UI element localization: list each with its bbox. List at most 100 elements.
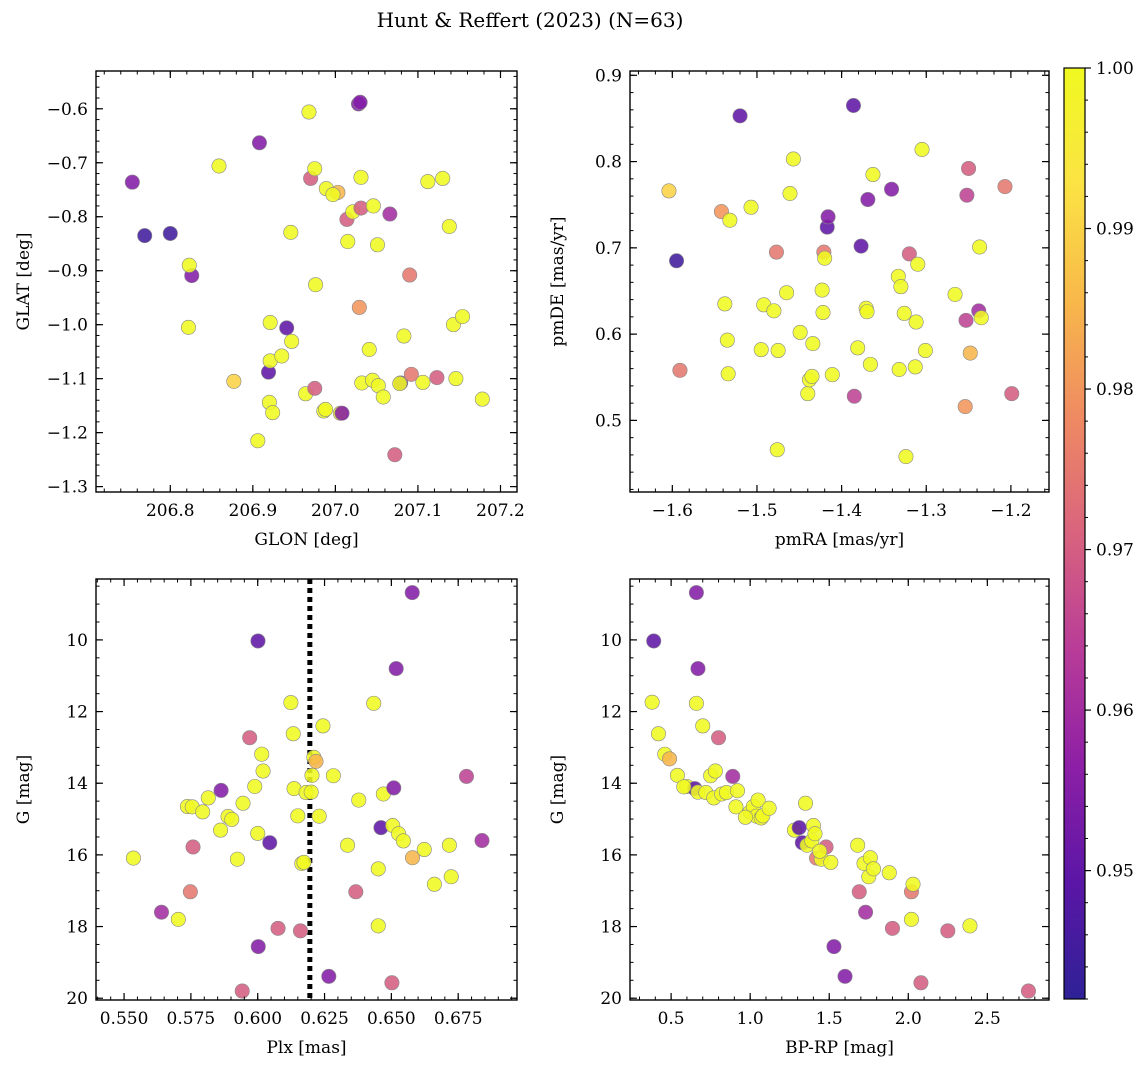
scatter-point — [1004, 386, 1020, 402]
scatter-point — [717, 296, 733, 312]
scatter-point — [891, 361, 907, 377]
scatter-point — [351, 792, 367, 808]
y-tick-label: −0.6 — [47, 100, 88, 120]
scatter-point — [798, 795, 814, 811]
x-axis-label: GLON [deg] — [254, 530, 358, 550]
scatter-point — [711, 730, 727, 746]
colorbar: 0.95 0.96 0.97 0.98 0.99 1.00 — [1063, 59, 1134, 1000]
scatter-point — [321, 968, 337, 984]
scatter-point — [851, 884, 867, 900]
scatter-point — [850, 837, 866, 853]
scatter-point — [448, 371, 464, 387]
scatter-point — [250, 825, 266, 841]
scatter-point — [719, 332, 735, 348]
y-tick-label: −1.2 — [47, 424, 88, 444]
scatter-point — [348, 884, 364, 900]
scatter-point — [388, 661, 404, 677]
scatter-point — [898, 449, 914, 465]
y-tick-label: 14 — [600, 774, 622, 794]
scatter-point — [234, 983, 250, 999]
scatter-point — [402, 267, 418, 283]
scatter-point — [392, 376, 408, 392]
scatter-point — [823, 854, 839, 870]
scatter-point — [805, 336, 821, 352]
scatter-points — [124, 94, 490, 463]
scatter-point — [768, 244, 784, 260]
y-axis-label: pmDE [mas/yr] — [548, 216, 568, 346]
scatter-point — [235, 795, 251, 811]
scatter-point — [695, 718, 711, 734]
scatter-point — [690, 661, 706, 677]
scatter-point — [881, 865, 897, 881]
scatter-point — [720, 366, 736, 382]
scatter-point — [185, 839, 201, 855]
scatter-point — [242, 730, 258, 746]
panel-pmra-pmde: −1.6 −1.5 −1.4 −1.3 −1.2 0.5 0.6 0.7 0.8 0.9 pmRA … — [548, 66, 1050, 550]
x-tick-label: 0.5 — [658, 1009, 685, 1029]
scatter-point — [325, 768, 341, 784]
scatter-points — [644, 585, 1036, 999]
colorbar-tick-label: 1.00 — [1096, 59, 1134, 79]
scatter-point — [901, 246, 917, 262]
scatter-point — [753, 342, 769, 358]
x-tick-label: 2.5 — [974, 1009, 1001, 1029]
scatter-point — [366, 695, 382, 711]
scatter-point — [426, 876, 442, 892]
scatter-point — [180, 319, 196, 335]
scatter-point — [125, 850, 141, 866]
scatter-point — [779, 285, 795, 301]
scatter-point — [669, 253, 685, 269]
x-tick-label: 0.600 — [233, 1009, 282, 1029]
x-tick-label: 0.550 — [100, 1009, 149, 1029]
scatter-point — [896, 305, 912, 321]
scatter-point — [769, 442, 785, 458]
y-tick-label: 0.7 — [595, 239, 622, 259]
panel-plx-g: 0.550 0.575 0.600 0.625 0.650 0.675 10 12 14 16 18… — [14, 578, 518, 1058]
scatter-point — [403, 366, 419, 382]
x-tick-label: 1.5 — [816, 1009, 843, 1029]
scatter-point — [676, 779, 692, 795]
scatter-point — [853, 238, 869, 254]
scatter-point — [308, 753, 324, 769]
scatter-point — [265, 405, 281, 421]
scatter-point — [804, 368, 820, 384]
scatter-point — [800, 386, 816, 402]
y-axis-label: GLAT [deg] — [14, 232, 34, 330]
scatter-point — [688, 695, 704, 711]
scatter-point — [250, 433, 266, 449]
y-axis-label: G [mag] — [548, 755, 568, 824]
x-tick-label: −1.4 — [821, 501, 862, 521]
x-tick-label: 0.650 — [367, 1009, 416, 1029]
x-tick-label: 1.0 — [737, 1009, 764, 1029]
scatter-point — [972, 239, 988, 255]
scatter-point — [340, 234, 356, 250]
scatter-point — [761, 800, 777, 816]
scatter-point — [669, 767, 685, 783]
y-tick-label: 18 — [66, 918, 88, 938]
panel-glon-glat: 206.8 206.9 207.0 207.1 207.2 −0.6 −0.7 −0.8 −0.… — [14, 70, 525, 550]
scatter-point — [395, 833, 411, 849]
x-axis-label: Plx [mas] — [266, 1038, 346, 1058]
scatter-point — [884, 181, 900, 197]
scatter-point — [688, 585, 704, 601]
scatter-point — [997, 179, 1013, 195]
y-tick-label: 10 — [600, 631, 622, 651]
y-tick-label: −1.3 — [47, 478, 88, 498]
scatter-point — [947, 286, 963, 302]
y-tick-label: −1.0 — [47, 316, 88, 336]
scatter-point — [229, 851, 245, 867]
scatter-point — [262, 315, 278, 331]
scatter-point — [785, 151, 801, 167]
scatter-point — [365, 198, 381, 214]
y-tick-label: 16 — [66, 846, 88, 866]
axes-frame — [629, 578, 1050, 1001]
scatter-point — [737, 809, 753, 825]
scatter-point — [662, 751, 678, 767]
scatter-point — [743, 199, 759, 215]
y-tick-label: 12 — [66, 703, 88, 723]
scatter-point — [725, 768, 741, 784]
scatter-point — [308, 277, 324, 293]
scatter-point — [124, 174, 140, 190]
scatter-point — [807, 826, 823, 842]
